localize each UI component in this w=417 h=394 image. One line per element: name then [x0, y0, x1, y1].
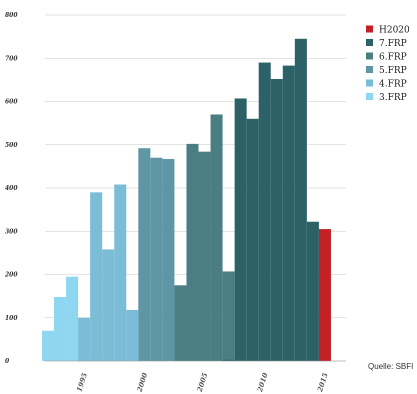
bar-6-frp	[222, 271, 235, 361]
x-tick-label: 2010	[255, 371, 270, 393]
bar-7-frp	[258, 62, 271, 361]
bar-6-frp	[198, 151, 211, 361]
bar-7-frp	[222, 359, 235, 361]
legend-swatch	[366, 25, 373, 33]
legend-label: 4.FRP	[379, 80, 407, 90]
legend: H2020 7.FRP 6.FRP 5.FRP 4.FRP 3.FRP	[366, 25, 410, 103]
legend-swatch	[366, 66, 373, 73]
y-axis: 0 100 200 300 400 500 600 700 800	[4, 12, 18, 365]
source-annotation: Quelle: SBFI	[368, 362, 413, 371]
y-tick-label: 300	[5, 228, 18, 235]
bar-4-frp	[90, 192, 103, 361]
bar-6-frp	[210, 114, 223, 361]
bar-7-frp	[282, 65, 295, 361]
bar-5-frp	[162, 159, 175, 361]
bar-5-frp	[138, 148, 151, 361]
y-tick-label: 100	[5, 315, 18, 322]
bar-4-frp	[78, 317, 91, 361]
y-tick-label: 700	[5, 55, 18, 62]
bar-4-frp	[102, 249, 115, 361]
y-tick-label: 600	[5, 99, 18, 106]
legend-label: 3.FRP	[379, 93, 407, 103]
bar-6-frp	[186, 143, 199, 361]
y-tick-label: 800	[5, 12, 18, 19]
y-tick-label: 0	[5, 358, 10, 365]
y-tick-label: 400	[5, 185, 18, 192]
x-tick-label: 2015	[315, 371, 330, 393]
bar-7-frp	[234, 98, 247, 361]
bar-7-frp	[246, 118, 259, 361]
legend-label: 7.FRP	[379, 39, 407, 49]
x-tick-label: 2000	[134, 371, 149, 393]
y-tick-label: 200	[4, 272, 18, 279]
legend-swatch	[366, 93, 373, 100]
legend-swatch	[366, 52, 373, 60]
bar-4-frp	[126, 309, 139, 361]
legend-label: 6.FRP	[379, 53, 407, 63]
x-tick-label: 2005	[195, 371, 210, 393]
bar-7-frp	[294, 38, 307, 361]
bar-7-frp	[306, 221, 319, 361]
bar-7-frp	[270, 79, 283, 361]
x-axis: 1995 2000 2005 2010 2015	[45, 360, 346, 394]
x-tick-label: 1995	[74, 371, 89, 392]
bar-3-frp	[66, 276, 79, 361]
legend-swatch	[366, 39, 373, 46]
bar-3-frp	[41, 330, 55, 361]
bars	[41, 38, 331, 361]
legend-label: 5.FRP	[379, 66, 407, 76]
legend-label: H2020	[379, 26, 410, 36]
bar-h2020	[318, 229, 331, 361]
bar-4-frp	[114, 184, 127, 361]
bar-6-frp	[174, 285, 187, 361]
bar-5-frp	[150, 157, 163, 361]
y-tick-label: 500	[5, 142, 18, 149]
legend-swatch	[366, 79, 373, 87]
bar-3-frp	[54, 296, 67, 361]
